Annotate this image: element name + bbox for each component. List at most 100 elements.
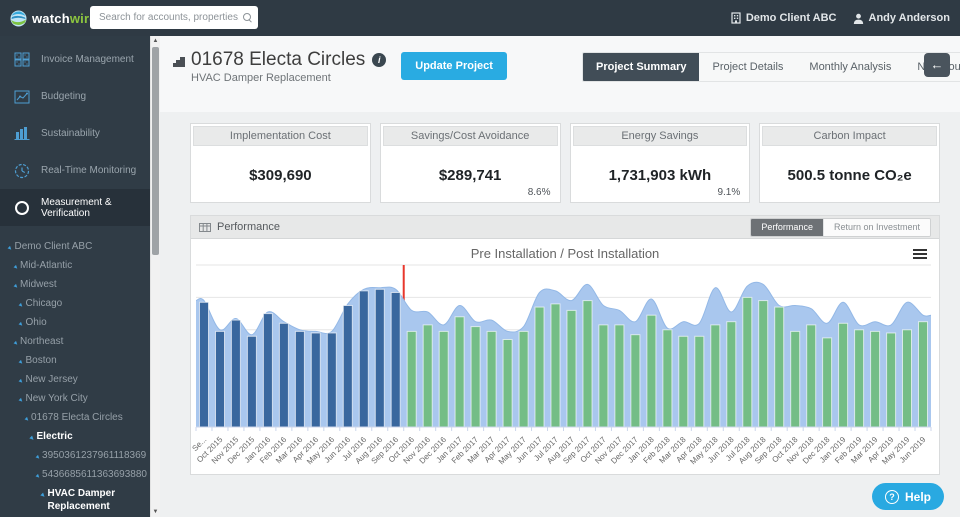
bar-post-installation <box>406 330 417 428</box>
sidebar-item-label: Invoice Management <box>41 54 134 65</box>
scroll-down-icon[interactable]: ▼ <box>152 509 159 515</box>
bar-post-installation <box>470 326 481 428</box>
card-body: $289,741 8.6% <box>381 148 560 202</box>
sidebar-scrollbar: ▲ ▼ <box>150 36 160 517</box>
chart-context-menu-icon[interactable] <box>913 249 927 261</box>
bar-post-installation <box>534 306 545 428</box>
sidebar-item-label: Sustainability <box>41 128 100 139</box>
budget-chart-icon <box>13 88 31 106</box>
tree-item-3950361237961118369[interactable]: ▸ 3950361237961118369 <box>0 447 150 466</box>
card-body: $309,690 <box>191 148 370 202</box>
bar-pre-installation <box>230 319 241 428</box>
tree-item-hvac-damper-replacement[interactable]: ▸ HVAC Damper Replacement <box>0 485 150 515</box>
scroll-up-icon[interactable]: ▲ <box>152 38 159 44</box>
user-menu[interactable]: Andy Anderson <box>853 12 950 24</box>
mv-circle-icon <box>13 199 31 217</box>
arrow-left-icon: ← <box>930 57 944 72</box>
user-icon <box>853 13 863 24</box>
topbar-right: Demo Client ABC Andy Anderson <box>731 0 950 36</box>
bar-pre-installation <box>342 305 353 428</box>
sidebar-item-budgeting[interactable]: Budgeting <box>0 78 150 115</box>
bar-post-installation <box>838 322 849 428</box>
bar-pre-installation <box>390 292 401 428</box>
tree-item-demo-client-abc[interactable]: ▸ Demo Client ABC <box>0 238 150 257</box>
realtime-clock-icon <box>13 162 31 180</box>
help-label: Help <box>904 489 931 504</box>
card-body: 1,731,903 kWh 9.1% <box>571 148 750 202</box>
bar-pre-installation <box>199 301 209 428</box>
tree-item-label: Chicago <box>25 298 63 309</box>
card-title: Implementation Cost <box>193 126 368 146</box>
search-icon <box>243 13 252 22</box>
bar-post-installation <box>662 329 673 428</box>
card-value: $309,690 <box>249 166 312 184</box>
tree-item-electric[interactable]: ▸ Electric <box>0 428 150 447</box>
chart-toggle-group: Performance Return on Investment <box>750 217 931 237</box>
card-title: Savings/Cost Avoidance <box>382 126 558 146</box>
chart-area: Pre Installation / Post Installation Se.… <box>190 239 939 474</box>
info-icon[interactable]: i <box>372 53 387 67</box>
metric-card-energy-savings: Energy Savings 1,731,903 kWh 9.1% <box>569 123 751 203</box>
baseline-area <box>196 282 931 427</box>
brand-name: watchwire <box>32 10 97 26</box>
bar-post-installation <box>598 324 609 428</box>
page-subtitle: HVAC Damper Replacement <box>191 72 331 84</box>
bar-post-installation <box>790 330 801 428</box>
tree-item-new-york-city[interactable]: ▸ New York City <box>0 390 150 409</box>
sidebar-item-sustainability[interactable]: Sustainability <box>0 115 150 152</box>
metric-card-carbon-impact: Carbon Impact 500.5 tonne CO₂e <box>759 123 940 203</box>
update-project-button[interactable]: Update Project <box>401 52 507 80</box>
bar-pre-installation <box>326 332 337 428</box>
card-percent: 8.6% <box>527 187 551 198</box>
tree-item-mid-atlantic[interactable]: ▸ Mid-Atlantic <box>0 257 150 276</box>
bar-pre-installation <box>215 330 225 428</box>
bar-pre-installation <box>374 288 385 428</box>
tab-project-details[interactable]: Project Details <box>712 61 784 73</box>
tree-item-label: 3950361237961118369 <box>42 450 147 461</box>
toggle-performance[interactable]: Performance <box>751 218 823 236</box>
baseline-area-edge <box>195 281 932 336</box>
panel-title: Performance <box>217 221 280 233</box>
sidebar-item-invoice-management[interactable]: Invoice Management <box>0 41 150 78</box>
metric-card-implementation-cost: Implementation Cost $309,690 <box>190 123 371 203</box>
bar-post-installation <box>582 300 593 428</box>
table-grid-icon <box>199 222 211 232</box>
tree-item-5436685611363693880[interactable]: ▸ 5436685611363693880 <box>0 466 150 485</box>
sidebar-tree: ▸ Demo Client ABC ▸ Mid-Atlantic ▸ Midwest ▸ Ch… <box>0 238 150 517</box>
back-button[interactable]: ← <box>924 53 950 77</box>
bar-post-installation <box>502 339 513 428</box>
topbar: watchwire Demo Client ABC Andy Anderson <box>0 0 960 36</box>
chart-title: Pre Installation / Post Installation <box>470 246 660 261</box>
tree-item-chicago[interactable]: ▸ Chicago <box>0 295 150 314</box>
tree-item-label: Mid-Atlantic <box>20 260 73 271</box>
tree-item-new-jersey[interactable]: ▸ New Jersey <box>0 371 150 390</box>
tab-monthly-analysis[interactable]: Monthly Analysis <box>809 61 892 73</box>
tree-item-boston[interactable]: ▸ Boston <box>0 352 150 371</box>
toggle-return-on-investment[interactable]: Return on Investment <box>822 218 930 236</box>
bar-post-installation <box>886 332 897 428</box>
tree-item-northeast[interactable]: ▸ Northeast <box>0 333 150 352</box>
client-selector[interactable]: Demo Client ABC <box>731 12 837 24</box>
bar-post-installation <box>454 316 465 428</box>
tree-item-label: Boston <box>25 355 57 366</box>
bar-post-installation <box>774 306 785 428</box>
tree-item-01678-electa-circles[interactable]: ▸ 01678 Electa Circles <box>0 409 150 428</box>
card-value: 500.5 tonne CO₂e <box>787 166 912 184</box>
tab-project-summary[interactable]: Project Summary <box>583 53 700 81</box>
search-input[interactable] <box>90 12 243 23</box>
bar-post-installation <box>758 300 769 428</box>
bar-post-installation <box>742 296 753 428</box>
sidebar-item-real-time-monitoring[interactable]: Real-Time Monitoring <box>0 152 150 189</box>
tree-item-label: Northeast <box>20 336 64 347</box>
bar-post-installation <box>870 330 881 428</box>
client-name: Demo Client ABC <box>745 12 837 24</box>
bar-post-installation <box>614 324 625 428</box>
sidebar-menu: Invoice Management Budgeting Sustainabilit… <box>0 36 150 226</box>
sidebar-item-measurement-verification[interactable]: Measurement & Verification <box>0 189 150 226</box>
tree-item-ohio[interactable]: ▸ Ohio <box>0 314 150 333</box>
tree-item-midwest[interactable]: ▸ Midwest <box>0 276 150 295</box>
scrollbar-thumb[interactable] <box>152 47 159 255</box>
help-button[interactable]: ? Help <box>871 483 944 510</box>
bar-pre-installation <box>246 335 257 428</box>
